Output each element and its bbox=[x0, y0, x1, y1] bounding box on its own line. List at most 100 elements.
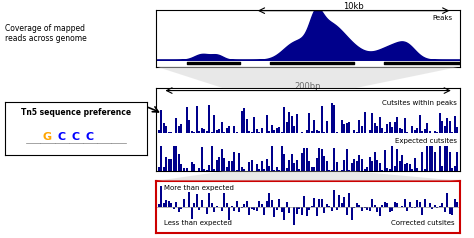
Bar bbox=[368, 157, 371, 171]
Bar bbox=[411, 126, 413, 133]
Bar bbox=[374, 152, 375, 171]
Bar bbox=[414, 130, 416, 133]
Bar bbox=[361, 126, 363, 133]
Bar bbox=[333, 190, 336, 207]
Bar bbox=[371, 113, 373, 133]
Bar bbox=[336, 132, 338, 133]
Bar bbox=[236, 170, 237, 171]
Bar bbox=[160, 110, 163, 133]
Bar bbox=[253, 117, 255, 133]
Bar bbox=[371, 161, 373, 171]
Bar bbox=[374, 205, 375, 207]
Bar bbox=[220, 207, 223, 211]
Text: C: C bbox=[86, 132, 94, 142]
Bar bbox=[188, 120, 190, 133]
Bar bbox=[216, 130, 218, 133]
Bar bbox=[248, 130, 250, 133]
Bar bbox=[436, 132, 438, 133]
Bar bbox=[354, 159, 356, 171]
Bar bbox=[313, 167, 315, 171]
Bar bbox=[454, 116, 456, 133]
Bar bbox=[268, 131, 270, 133]
Bar bbox=[306, 130, 308, 133]
Text: Less than expected: Less than expected bbox=[164, 220, 232, 226]
Bar bbox=[266, 159, 268, 171]
Bar bbox=[434, 205, 436, 207]
Bar bbox=[399, 161, 401, 171]
Bar bbox=[181, 124, 182, 133]
Bar bbox=[456, 127, 458, 133]
Bar bbox=[266, 115, 268, 133]
Bar bbox=[198, 207, 200, 210]
Bar bbox=[416, 168, 418, 171]
Bar bbox=[220, 122, 223, 133]
Bar bbox=[241, 111, 243, 133]
Bar bbox=[216, 206, 218, 207]
Bar bbox=[263, 169, 265, 171]
Bar bbox=[288, 207, 290, 213]
Bar bbox=[276, 207, 278, 210]
Bar bbox=[178, 126, 180, 133]
Bar bbox=[401, 129, 403, 133]
Bar bbox=[288, 160, 290, 171]
Bar bbox=[220, 149, 223, 171]
Bar bbox=[165, 126, 167, 133]
Bar bbox=[266, 201, 268, 207]
Bar bbox=[196, 194, 198, 207]
Bar bbox=[301, 132, 303, 133]
Bar bbox=[396, 203, 398, 207]
Bar bbox=[379, 117, 381, 133]
Bar bbox=[346, 123, 348, 133]
Bar bbox=[333, 105, 336, 133]
Bar bbox=[368, 207, 371, 211]
Bar bbox=[446, 146, 448, 171]
Bar bbox=[451, 132, 453, 133]
Bar bbox=[336, 162, 338, 171]
Bar bbox=[201, 200, 202, 207]
Bar bbox=[331, 207, 333, 211]
Bar bbox=[243, 169, 245, 171]
Bar bbox=[389, 169, 391, 171]
Bar bbox=[351, 207, 353, 220]
Bar bbox=[208, 193, 210, 207]
Bar bbox=[434, 152, 436, 171]
Bar bbox=[316, 207, 318, 216]
Bar bbox=[276, 167, 278, 171]
Bar bbox=[444, 207, 446, 213]
Bar bbox=[243, 108, 245, 133]
Bar bbox=[416, 200, 418, 207]
Bar bbox=[171, 132, 173, 133]
Bar bbox=[298, 207, 301, 209]
Bar bbox=[323, 156, 325, 171]
Bar bbox=[393, 122, 396, 133]
Bar bbox=[344, 160, 346, 171]
Bar bbox=[454, 199, 456, 207]
Bar bbox=[278, 127, 280, 133]
Bar bbox=[383, 150, 385, 171]
Bar bbox=[354, 130, 356, 133]
Bar bbox=[358, 155, 361, 171]
Bar bbox=[213, 115, 215, 133]
Bar bbox=[248, 207, 250, 215]
Bar bbox=[441, 203, 443, 207]
Bar bbox=[218, 157, 220, 171]
Text: Expected cutsites: Expected cutsites bbox=[395, 138, 457, 144]
Bar bbox=[293, 126, 295, 133]
Bar bbox=[165, 200, 167, 207]
Bar bbox=[321, 149, 323, 171]
Bar bbox=[331, 103, 333, 133]
Bar bbox=[163, 167, 165, 171]
Bar bbox=[246, 119, 248, 133]
Bar bbox=[451, 207, 453, 215]
Bar bbox=[356, 161, 358, 171]
Bar bbox=[173, 146, 175, 171]
Bar bbox=[243, 204, 245, 207]
Bar bbox=[291, 154, 293, 171]
Bar bbox=[368, 130, 371, 133]
Bar bbox=[426, 146, 428, 171]
Bar bbox=[281, 132, 283, 133]
Bar bbox=[406, 207, 408, 211]
Bar bbox=[311, 167, 313, 171]
Bar bbox=[301, 207, 303, 215]
Bar bbox=[301, 154, 303, 171]
